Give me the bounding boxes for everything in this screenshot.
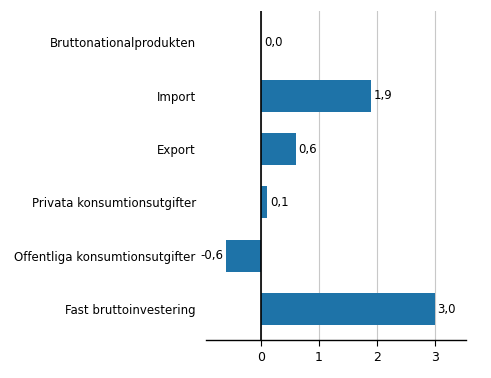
Bar	[261, 133, 296, 165]
Text: 1,9: 1,9	[374, 89, 393, 102]
Bar	[226, 240, 261, 272]
Text: 0,0: 0,0	[264, 36, 282, 49]
Bar	[261, 186, 267, 218]
Text: -0,6: -0,6	[200, 249, 223, 262]
Text: 0,1: 0,1	[270, 196, 288, 209]
Text: 3,0: 3,0	[437, 303, 456, 316]
Bar	[261, 80, 371, 112]
Bar	[261, 293, 435, 325]
Text: 0,6: 0,6	[299, 143, 317, 156]
